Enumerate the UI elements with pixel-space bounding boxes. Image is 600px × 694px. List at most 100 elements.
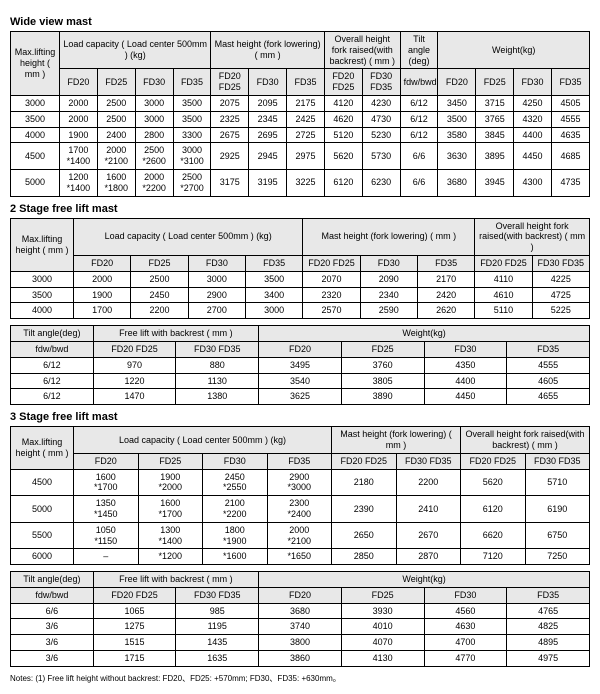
h: FD25 (341, 587, 424, 603)
cell: 2180 (332, 469, 397, 496)
table-row: 3/6151514353800407047004895 (11, 635, 590, 651)
h: FD30 FD35 (532, 255, 589, 271)
h: FD35 (551, 69, 589, 96)
cell: 4225 (532, 271, 589, 287)
cell: 6230 (362, 169, 400, 196)
cell: 3890 (341, 389, 424, 405)
cell: 5230 (362, 127, 400, 143)
cell: 3715 (476, 95, 514, 111)
cell: 2320 (303, 287, 360, 303)
table-2stage-a: Max.lifting height ( mm ) Load capacity … (10, 218, 590, 320)
table-row: 50001350*14501600*17002100*22002300*2400… (11, 496, 590, 523)
cell: 6750 (525, 522, 590, 549)
cell: 2700 (188, 303, 245, 319)
cell: 5730 (362, 143, 400, 170)
col-maxlift: Max.lifting height ( mm ) (11, 218, 74, 271)
cell: 2870 (396, 549, 461, 565)
cell: 4555 (551, 111, 589, 127)
table-3stage-a: Max.lifting height ( mm ) Load capacity … (10, 426, 590, 565)
h: FD20 (259, 341, 342, 357)
cell: 5710 (525, 469, 590, 496)
cell: 2300*2400 (267, 496, 332, 523)
cell: 2095 (249, 95, 287, 111)
cell: 3500 (438, 111, 476, 127)
cell: 970 (93, 357, 176, 373)
h: FD20 FD25 (303, 255, 360, 271)
cell: 1700*1400 (60, 143, 98, 170)
h: FD30 (360, 255, 417, 271)
col-weight: Weight(kg) (438, 32, 590, 69)
col-mastheight: Mast height (fork lowering) ( mm ) (211, 32, 325, 69)
cell: 3860 (259, 651, 342, 667)
cell: 2570 (303, 303, 360, 319)
cell: 3/6 (11, 635, 94, 651)
cell: 5000 (11, 496, 74, 523)
cell: – (74, 549, 139, 565)
cell: 3000 (11, 271, 74, 287)
cell: 3450 (438, 95, 476, 111)
h: FD25 (341, 341, 424, 357)
cell: 3800 (259, 635, 342, 651)
cell: 2850 (332, 549, 397, 565)
cell: 4120 (324, 95, 362, 111)
cell: 2945 (249, 143, 287, 170)
cell: 5110 (475, 303, 532, 319)
table-row: 45001600*17001900*20002450*25502900*3000… (11, 469, 590, 496)
cell: 3500 (11, 111, 60, 127)
h: FD35 (507, 587, 590, 603)
cell: 2675 (211, 127, 249, 143)
cell: 4505 (551, 95, 589, 111)
cell: 6/6 (400, 169, 438, 196)
cell: 2670 (396, 522, 461, 549)
h: FD30 (203, 453, 268, 469)
col-freelift: Free lift with backrest ( mm ) (93, 572, 258, 588)
cell: 4070 (341, 635, 424, 651)
cell: 4555 (507, 357, 590, 373)
cell: 1800*1900 (203, 522, 268, 549)
cell: 4230 (362, 95, 400, 111)
section-title-wide: Wide view mast (10, 16, 590, 28)
cell: 1350*1450 (74, 496, 139, 523)
cell: 1515 (93, 635, 176, 651)
cell: 1275 (93, 619, 176, 635)
cell: 1065 (93, 603, 176, 619)
cell: 3000*3100 (173, 143, 211, 170)
cell: 4500 (11, 469, 74, 496)
cell: 2500*2600 (135, 143, 173, 170)
cell: 7250 (525, 549, 590, 565)
cell: 2000 (60, 95, 98, 111)
cell: 3/6 (11, 619, 94, 635)
cell: 1700 (74, 303, 131, 319)
cell: 4130 (341, 651, 424, 667)
cell: 2390 (332, 496, 397, 523)
cell: 1195 (176, 619, 259, 635)
cell: 3400 (245, 287, 302, 303)
cell: 3500 (173, 95, 211, 111)
h: FD25 (131, 255, 188, 271)
cell: 4610 (475, 287, 532, 303)
cell: 4000 (11, 127, 60, 143)
cell: 2900 (188, 287, 245, 303)
h: FD20 FD25 (93, 341, 176, 357)
h: FD20 FD25 (461, 453, 526, 469)
col-tilt: Tilt angle(deg) (11, 572, 94, 588)
cell: 3930 (341, 603, 424, 619)
h: FD30 (249, 69, 287, 96)
cell: 985 (176, 603, 259, 619)
cell: 5620 (461, 469, 526, 496)
h: FD20 FD25 (475, 255, 532, 271)
cell: 2500*2700 (173, 169, 211, 196)
cell: 2400 (97, 127, 135, 143)
cell: 4635 (551, 127, 589, 143)
cell: 1300*1400 (138, 522, 203, 549)
cell: 2410 (396, 496, 461, 523)
cell: 1435 (176, 635, 259, 651)
cell: 6190 (525, 496, 590, 523)
h: FD35 (245, 255, 302, 271)
cell: 880 (176, 357, 259, 373)
cell: 6/12 (11, 389, 94, 405)
cell: 3680 (438, 169, 476, 196)
cell: 6120 (324, 169, 362, 196)
h: FD20 (438, 69, 476, 96)
h: FD25 (138, 453, 203, 469)
